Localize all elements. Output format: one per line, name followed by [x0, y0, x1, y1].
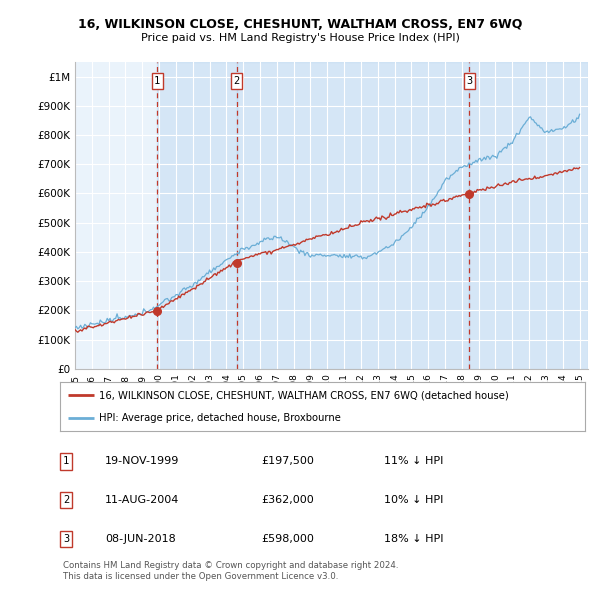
Text: 08-JUN-2018: 08-JUN-2018: [105, 535, 176, 544]
Bar: [236, 62, 469, 369]
Text: 2: 2: [63, 496, 69, 505]
Text: 2: 2: [233, 76, 240, 86]
Text: 16, WILKINSON CLOSE, CHESHUNT, WALTHAM CROSS, EN7 6WQ: 16, WILKINSON CLOSE, CHESHUNT, WALTHAM C…: [78, 18, 522, 31]
Text: Contains HM Land Registry data © Crown copyright and database right 2024.: Contains HM Land Registry data © Crown c…: [63, 560, 398, 569]
Text: 18% ↓ HPI: 18% ↓ HPI: [384, 535, 443, 544]
Text: 16, WILKINSON CLOSE, CHESHUNT, WALTHAM CROSS, EN7 6WQ (detached house): 16, WILKINSON CLOSE, CHESHUNT, WALTHAM C…: [100, 391, 509, 401]
Text: HPI: Average price, detached house, Broxbourne: HPI: Average price, detached house, Brox…: [100, 412, 341, 422]
Text: 3: 3: [466, 76, 472, 86]
Text: 1: 1: [63, 457, 69, 466]
Text: Price paid vs. HM Land Registry's House Price Index (HPI): Price paid vs. HM Land Registry's House …: [140, 33, 460, 43]
Text: £362,000: £362,000: [261, 496, 314, 505]
Bar: [469, 62, 588, 369]
Text: 11-AUG-2004: 11-AUG-2004: [105, 496, 179, 505]
Text: This data is licensed under the Open Government Licence v3.0.: This data is licensed under the Open Gov…: [63, 572, 338, 581]
Text: 3: 3: [63, 535, 69, 544]
Text: £197,500: £197,500: [261, 457, 314, 466]
Text: 10% ↓ HPI: 10% ↓ HPI: [384, 496, 443, 505]
Text: 19-NOV-1999: 19-NOV-1999: [105, 457, 179, 466]
Bar: [157, 62, 236, 369]
Text: 1: 1: [154, 76, 160, 86]
Text: 11% ↓ HPI: 11% ↓ HPI: [384, 457, 443, 466]
Text: £598,000: £598,000: [261, 535, 314, 544]
